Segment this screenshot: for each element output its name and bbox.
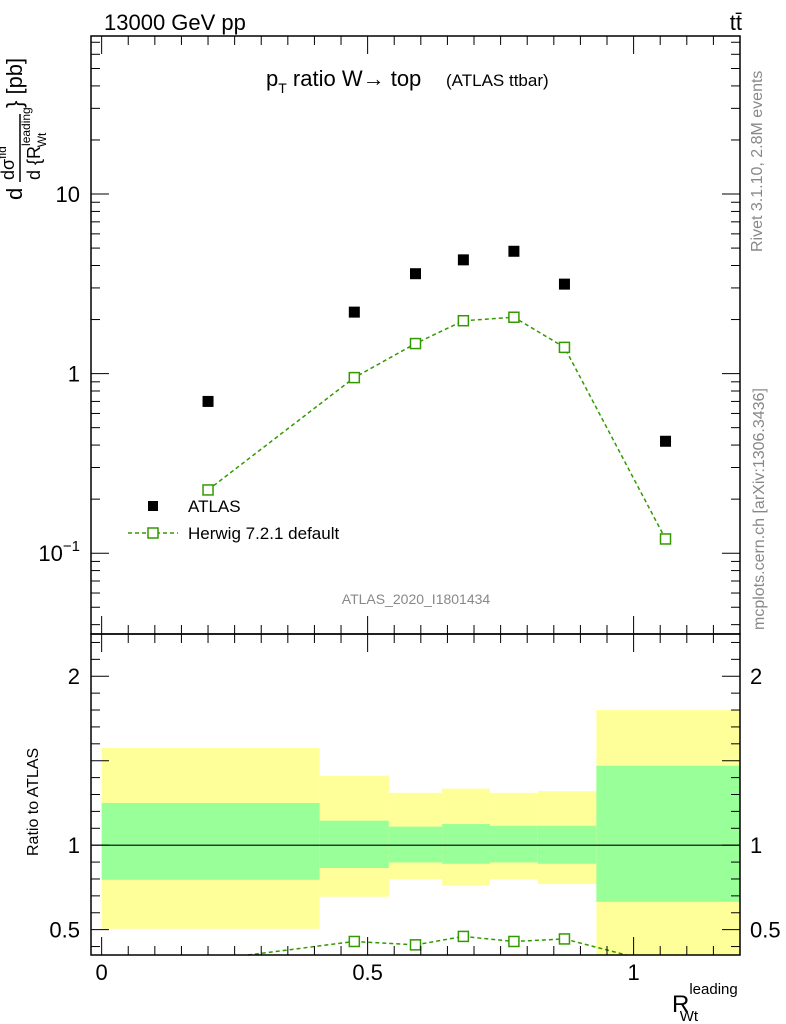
legend: ATLAS Herwig 7.2.1 default	[128, 497, 339, 543]
main-frame	[90, 35, 741, 635]
mcplots-label: mcplots.cern.ch [arXiv:1306.3436]	[751, 388, 768, 630]
ratio-y-tick-label-right: 2	[750, 664, 762, 689]
herwig-ratio-point	[348, 935, 361, 948]
herwig-ratio-point	[457, 930, 470, 943]
herwig-ratio-markers	[247, 930, 627, 956]
title-rest: ratio W→ top	[287, 66, 421, 91]
y-label-unit: } [pb]	[2, 58, 27, 108]
main-panel: 10−1 1 10 ATLAS Herwig 7.2.1 default ATLAS…	[38, 35, 741, 635]
legend-atlas-marker	[148, 501, 158, 511]
herwig-markers	[202, 311, 672, 545]
herwig-point	[558, 341, 571, 354]
main-y-tick-label: 1	[68, 362, 80, 387]
rivet-label: Rivet 3.1.10, 2.8M events	[749, 71, 766, 252]
herwig-ratio-point	[508, 935, 520, 948]
ratio-inner-band	[388, 826, 443, 863]
herwig-ratio-segment	[463, 935, 514, 943]
ratio-y-label: Ratio to ATLAS	[25, 748, 42, 856]
legend-herwig-marker	[147, 527, 159, 539]
atlas-point	[348, 306, 360, 318]
herwig-point	[202, 484, 214, 496]
main-y-tick-label: 10−1	[38, 538, 80, 566]
process-label: tt̄	[730, 10, 742, 35]
main-ticks	[91, 36, 740, 634]
herwig-ratio-segment	[247, 940, 355, 956]
atlas-point	[558, 278, 570, 290]
ratio-inner-band	[596, 765, 740, 902]
x-tick-label: 0.5	[352, 960, 383, 985]
atlas-point	[202, 395, 214, 407]
atlas-point	[457, 254, 469, 266]
ratio-y-tick-label-right: 0.5	[750, 918, 781, 943]
plot-title: pT ratio W→ top	[266, 66, 421, 96]
ratio-bands	[101, 710, 740, 955]
herwig-point	[457, 314, 470, 327]
ratio-ticks	[91, 634, 740, 955]
ratio-y-tick-labels: 0.5 0.5 1 1 2 2	[49, 664, 780, 942]
legend-atlas-label: ATLAS	[188, 497, 241, 516]
ratio-y-tick-label-left: 0.5	[49, 918, 80, 943]
x-tick-label: 0	[96, 960, 108, 985]
ratio-y-tick-label-left: 2	[68, 664, 80, 689]
legend-herwig-label: Herwig 7.2.1 default	[188, 524, 339, 543]
plot-title-tag: (ATLAS ttbar)	[446, 71, 549, 90]
title-main: p	[266, 66, 278, 91]
ratio-inner-band	[319, 820, 389, 868]
herwig-ratio-point	[558, 933, 571, 945]
herwig-ratio-segment	[513, 938, 565, 943]
herwig-point	[348, 371, 361, 384]
atlas-point	[660, 435, 672, 447]
herwig-ratio-segment	[415, 935, 464, 946]
svg-text:d: d	[2, 188, 27, 200]
main-y-tick-label: 10	[56, 182, 80, 207]
ratio-inner-band	[101, 802, 320, 880]
atlas-point	[508, 245, 520, 257]
herwig-point	[508, 311, 520, 323]
ratio-inner-band	[442, 824, 490, 864]
analysis-id: ATLAS_2020_I1801434	[342, 591, 491, 607]
main-y-label: d dσfid d {Rleading Wt } [pb]	[0, 58, 49, 200]
herwig-line	[207, 316, 667, 540]
x-tick-labels: 0 0.5 1	[96, 960, 640, 985]
ratio-y-tick-label-right: 1	[750, 833, 762, 858]
x-tick-label: 1	[627, 960, 639, 985]
main-y-tick-labels: 10−1 1 10	[38, 182, 80, 566]
atlas-point	[410, 268, 421, 280]
y-label-denominator: d {Rleading Wt	[19, 107, 49, 180]
herwig-point	[409, 337, 422, 350]
herwig-point	[659, 533, 672, 545]
ratio-y-tick-label-left: 1	[68, 833, 80, 858]
y-label-numerator: dσfid	[0, 146, 18, 180]
x-axis-label: Rleading Wt	[672, 981, 738, 1024]
ratio-panel: 0.5 0.51 12 2 0 0.5 1 Ratio to ATLAS	[25, 633, 781, 985]
ratio-inner-band	[489, 825, 538, 863]
herwig-ratio-point	[409, 939, 422, 951]
atlas-markers	[202, 245, 672, 447]
herwig-ratio-segment	[354, 940, 416, 946]
herwig-ratio-segment	[564, 938, 627, 956]
title-sub: T	[278, 80, 287, 96]
energy-label: 13000 GeV pp	[104, 10, 246, 35]
